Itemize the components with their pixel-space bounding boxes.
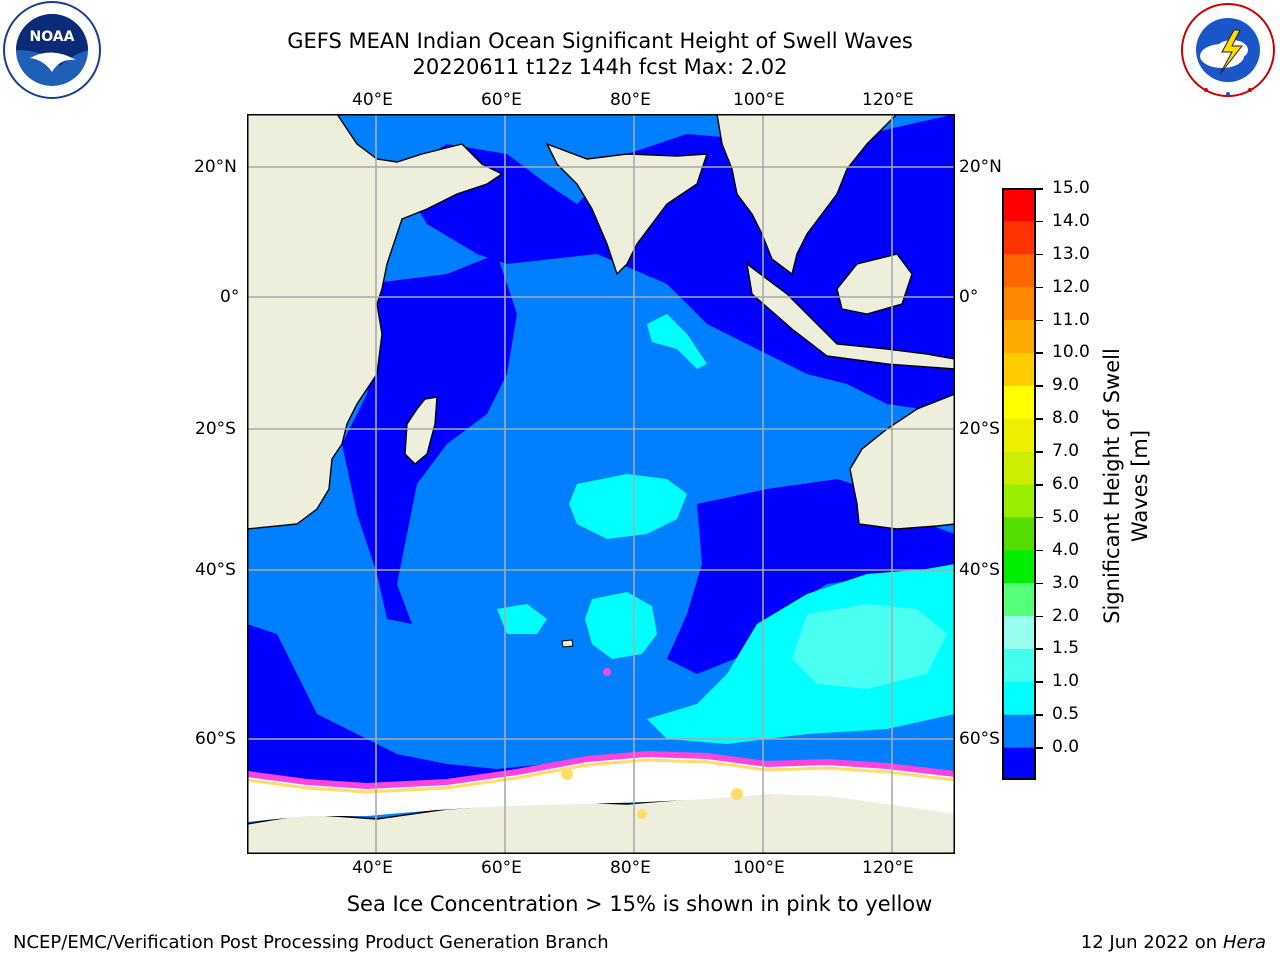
colorbar-tick-label: 12.0 — [1052, 276, 1090, 297]
colorbar-swatch — [1002, 516, 1036, 551]
colorbar-tick-mark — [1036, 451, 1043, 453]
nws-logo — [1176, 0, 1280, 104]
colorbar-swatch — [1002, 352, 1036, 386]
noaa-logo: NOAA — [0, 0, 104, 104]
colorbar-swatch — [1002, 484, 1036, 518]
lon-tick-bottom-40e: 40°E — [352, 858, 393, 878]
colorbar-tick-label: 0.0 — [1052, 737, 1080, 758]
colorbar-tick-label: 7.0 — [1052, 441, 1080, 462]
colorbar-tick-mark — [1036, 648, 1043, 650]
colorbar-swatch — [1002, 253, 1036, 288]
colorbar-tick-label: 11.0 — [1052, 309, 1090, 330]
gridlines — [247, 114, 955, 854]
map-frame — [247, 114, 955, 854]
lon-tick-top-100e: 100°E — [733, 90, 785, 110]
colorbar-tick-label: 0.5 — [1052, 704, 1080, 725]
lat-tick-right-20n: 20°N — [959, 157, 1002, 177]
colorbar-swatch — [1002, 714, 1036, 748]
lon-tick-top-60e: 60°E — [481, 90, 522, 110]
noaa-logo-text: NOAA — [30, 29, 75, 45]
colorbar-tick-label: 15.0 — [1052, 178, 1090, 198]
colorbar-tick-label: 1.5 — [1052, 638, 1080, 659]
lon-tick-bottom-60e: 60°E — [481, 858, 522, 878]
sea-ice-caption: Sea Ice Concentration > 15% is shown in … — [346, 892, 933, 916]
colorbar-tick-mark — [1036, 615, 1043, 618]
footer-date: 12 Jun 2022 on Hera — [1081, 932, 1266, 954]
colorbar-tick-label: 3.0 — [1052, 572, 1080, 593]
colorbar-swatch — [1002, 451, 1036, 485]
colorbar-tick-label: 5.0 — [1052, 506, 1080, 527]
colorbar — [1002, 188, 1036, 781]
lon-tick-bottom-80e: 80°E — [610, 858, 651, 878]
lon-tick-top-40e: 40°E — [352, 90, 393, 110]
plot-subtitle: 20220611 t12z 144h fcst Max: 2.02 — [412, 55, 788, 79]
colorbar-swatch — [1002, 648, 1036, 682]
colorbar-tick-label: 13.0 — [1052, 243, 1090, 264]
footer-credit: NCEP/EMC/Verification Post Processing Pr… — [13, 932, 609, 953]
lat-tick-left-20n: 20°N — [194, 157, 237, 177]
lat-tick-left-40s: 40°S — [195, 560, 236, 580]
lat-tick-right-60s: 60°S — [959, 729, 1000, 749]
plot-title: GEFS MEAN Indian Ocean Significant Heigh… — [287, 29, 913, 53]
footer-host: Hera — [1222, 932, 1266, 953]
lat-tick-left-20s: 20°S — [195, 419, 236, 439]
colorbar-swatch — [1002, 385, 1036, 419]
colorbar-tick-label: 10.0 — [1052, 342, 1090, 363]
island-kerguelen — [561, 639, 574, 648]
map-panel — [247, 114, 955, 854]
sea-ice-band — [247, 668, 955, 822]
colorbar-swatch — [1002, 582, 1036, 617]
swell-high-region — [792, 604, 947, 689]
colorbar-tick-mark — [1036, 385, 1043, 387]
lat-tick-right-40s: 40°S — [959, 560, 1000, 580]
colorbar-tick-mark — [1036, 319, 1043, 322]
colorbar-swatch — [1002, 418, 1036, 452]
colorbar-tick-label: 2.0 — [1052, 605, 1080, 626]
lat-tick-right-0: 0° — [959, 287, 979, 307]
colorbar-tick-label: 1.0 — [1052, 671, 1080, 692]
lon-tick-bottom-100e: 100°E — [733, 858, 785, 878]
lat-tick-right-20s: 20°S — [959, 419, 1000, 439]
colorbar-tick-label: 4.0 — [1052, 539, 1080, 560]
colorbar-swatch — [1002, 747, 1036, 781]
colorbar-tick-mark — [1036, 418, 1043, 420]
colorbar-label-text: Significant Height of Swell Waves [m] — [1100, 348, 1152, 624]
colorbar-tick-label: 6.0 — [1052, 474, 1080, 494]
land-masses — [247, 114, 955, 854]
colorbar-swatch — [1002, 220, 1036, 255]
colorbar-tick-mark — [1036, 253, 1043, 256]
map-canvas — [247, 114, 955, 854]
colorbar-swatch — [1002, 615, 1036, 649]
colorbar-tick-mark — [1036, 747, 1043, 749]
colorbar-swatch — [1002, 319, 1036, 353]
colorbar-tick-label: 14.0 — [1052, 210, 1090, 231]
colorbar-tick-mark — [1036, 714, 1043, 716]
colorbar-tick-mark — [1036, 220, 1043, 223]
colorbar-tick-mark — [1036, 516, 1043, 519]
colorbar-tick-label: 8.0 — [1052, 408, 1080, 429]
colorbar-frame — [1002, 188, 1036, 780]
colorbar-tick-mark — [1036, 188, 1043, 190]
lon-tick-top-120e: 120°E — [862, 90, 914, 110]
footer-date-text: 12 Jun 2022 on — [1080, 932, 1218, 953]
colorbar-tick-mark — [1036, 582, 1043, 585]
colorbar-tick-mark — [1036, 549, 1043, 552]
colorbar-tick-label: 9.0 — [1052, 375, 1080, 396]
colorbar-tick-mark — [1036, 681, 1043, 683]
lon-tick-top-80e: 80°E — [610, 90, 651, 110]
lon-tick-bottom-120e: 120°E — [862, 858, 914, 878]
colorbar-tick-mark — [1036, 352, 1043, 354]
colorbar-swatch — [1002, 286, 1036, 321]
lat-tick-left-60s: 60°S — [195, 729, 236, 749]
lat-tick-left-0: 0° — [220, 287, 240, 307]
colorbar-swatch — [1002, 549, 1036, 584]
colorbar-ticks: 15.0 14.0 13.0 12.0 11.0 10.0 9.0 8.0 7.0 6.0 5.0 4… — [1036, 178, 1102, 790]
colorbar-swatch — [1002, 681, 1036, 715]
colorbar-swatch — [1002, 188, 1036, 222]
colorbar-tick-mark — [1036, 484, 1043, 486]
colorbar-tick-mark — [1036, 286, 1043, 289]
colorbar-swatches — [1002, 188, 1036, 781]
